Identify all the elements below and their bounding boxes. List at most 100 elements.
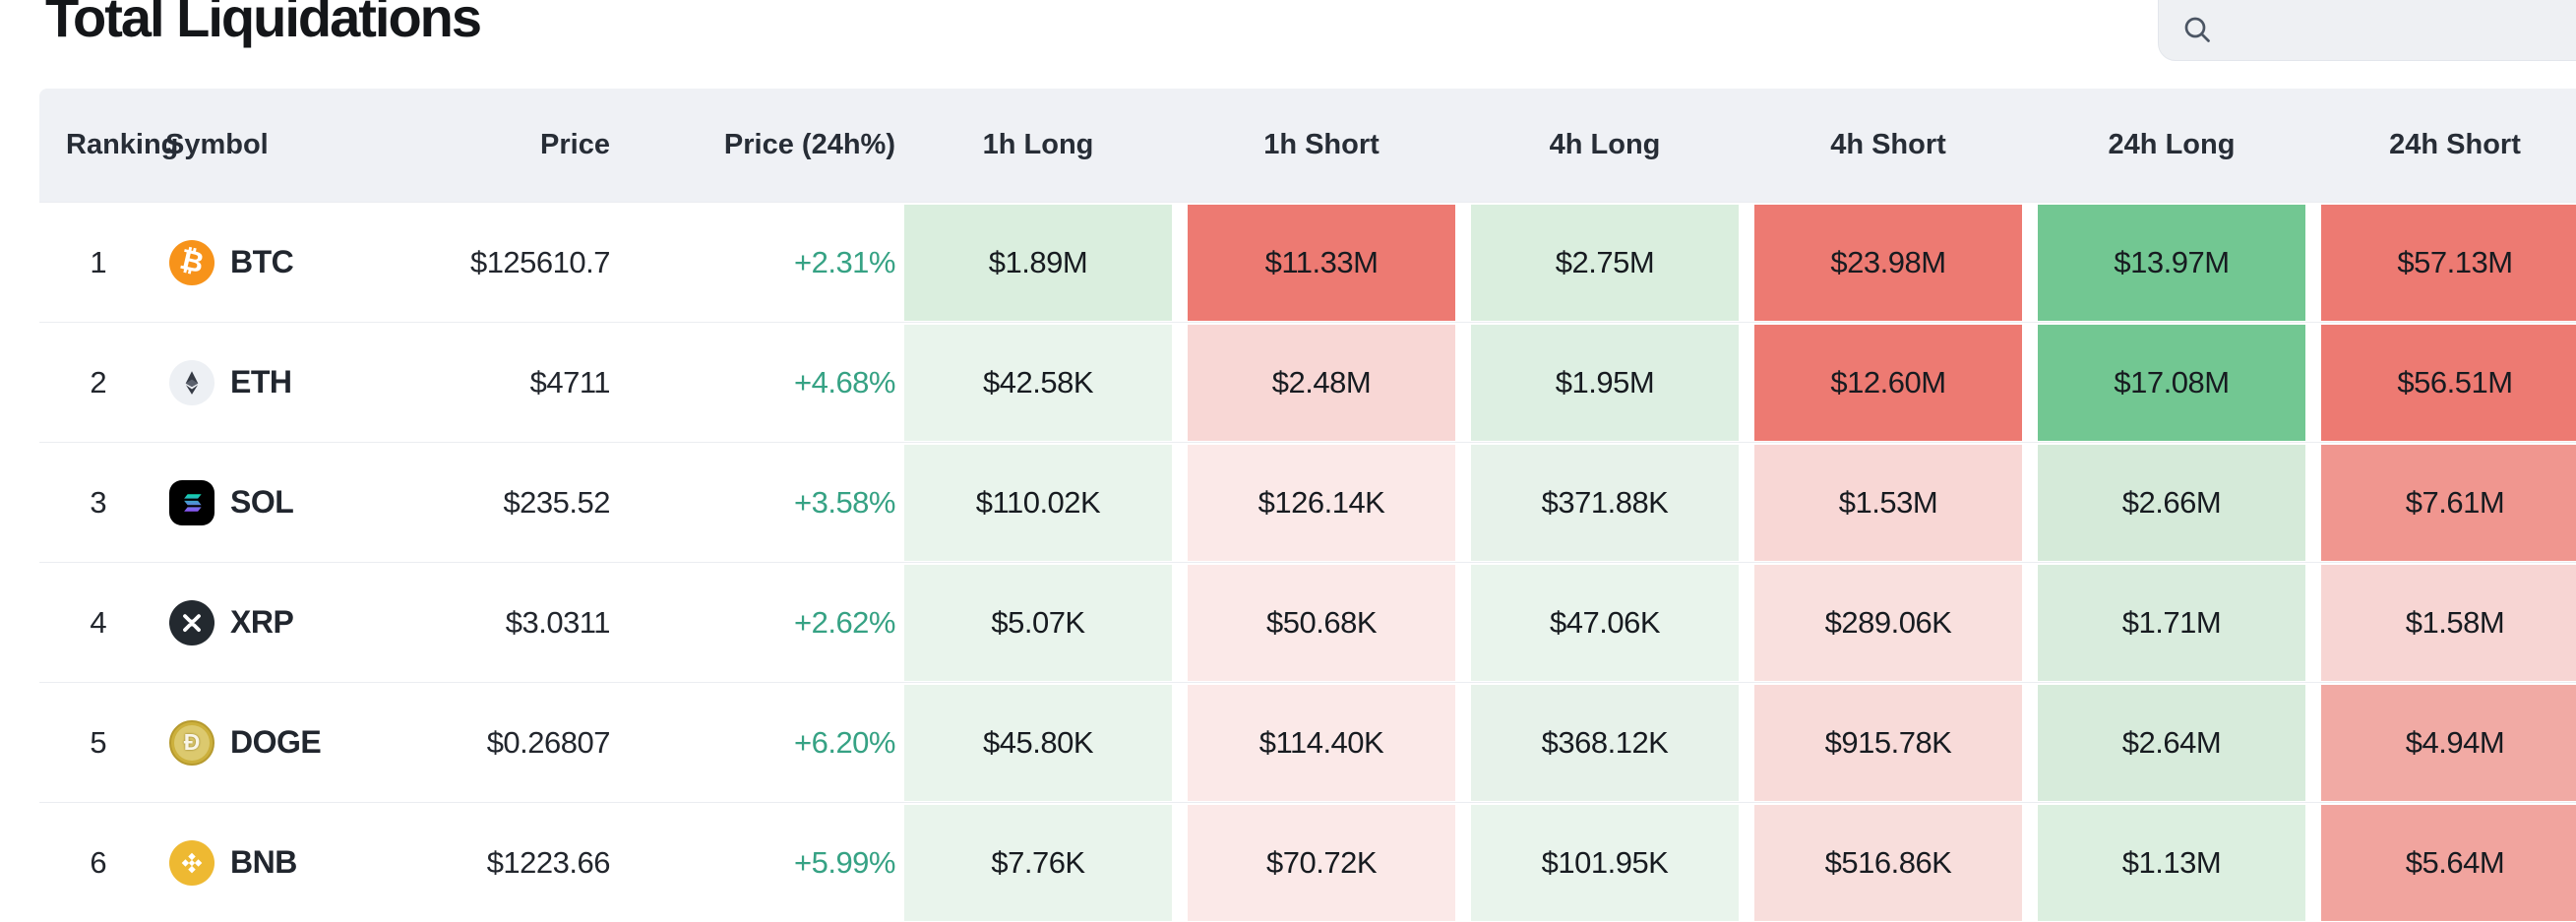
4h-short-cell: $915.78K — [1754, 683, 2038, 802]
liquidation-value: $1.58M — [2321, 565, 2576, 681]
header-col-4h-short[interactable]: 4h Short — [1830, 129, 1946, 160]
table-header-row: Ranking Symbol Price Price (24h%) 1h Long 1h … — [39, 89, 2576, 202]
sol-icon — [169, 479, 215, 525]
header-col-4h-long[interactable]: 4h Long — [1549, 129, 1661, 160]
price-cell: $0.26807 — [486, 724, 611, 760]
liquidation-value: $5.07K — [904, 565, 1172, 681]
1h-long-cell: $110.02K — [904, 443, 1188, 562]
price-change-cell: +4.68% — [793, 364, 896, 400]
1h-long-cell: $42.58K — [904, 323, 1188, 442]
liquidation-value: $1.95M — [1471, 325, 1739, 441]
table-row[interactable]: 6 BNB $1223.66 +5.99% $7.76K $70.72K $101.95K $… — [39, 802, 2576, 922]
symbol-label: BTC — [230, 244, 294, 279]
liquidation-value: $2.48M — [1188, 325, 1455, 441]
liquidation-value: $5.64M — [2321, 805, 2576, 921]
1h-short-cell: $11.33M — [1188, 203, 1471, 322]
page-title: Total Liquidations — [45, 0, 482, 48]
symbol-label: XRP — [230, 604, 294, 640]
symbol-label: ETH — [230, 364, 292, 400]
liquidation-value: $7.76K — [904, 805, 1172, 921]
liquidation-value: $1.53M — [1754, 445, 2022, 561]
liquidation-value: $13.97M — [2038, 205, 2305, 321]
24h-short-cell: $1.58M — [2321, 563, 2576, 682]
symbol-label: BNB — [230, 844, 297, 880]
symbol-cell: ₿ BTC — [157, 239, 403, 285]
rank-cell: 4 — [90, 604, 107, 640]
symbol-cell: BNB — [157, 839, 403, 886]
doge-icon: Đ — [169, 719, 215, 766]
4h-short-cell: $1.53M — [1754, 443, 2038, 562]
liquidation-value: $23.98M — [1754, 205, 2022, 321]
header-col-1h-long[interactable]: 1h Long — [982, 129, 1094, 160]
btc-icon: ₿ — [169, 239, 215, 285]
1h-short-cell: $70.72K — [1188, 803, 1471, 922]
price-cell: $1223.66 — [486, 844, 611, 880]
4h-long-cell: $1.95M — [1471, 323, 1754, 442]
1h-long-cell: $7.76K — [904, 803, 1188, 922]
header-col-price[interactable]: Price — [540, 129, 610, 160]
header-col-ranking[interactable]: Ranking — [66, 129, 179, 160]
rank-cell: 2 — [90, 364, 107, 400]
1h-long-cell: $5.07K — [904, 563, 1188, 682]
liquidation-value: $17.08M — [2038, 325, 2305, 441]
symbol-cell: Đ DOGE — [157, 719, 403, 766]
1h-long-cell: $1.89M — [904, 203, 1188, 322]
header-col-symbol[interactable]: Symbol — [165, 129, 269, 160]
24h-short-cell: $7.61M — [2321, 443, 2576, 562]
search-box[interactable] — [2158, 0, 2576, 61]
4h-long-cell: $2.75M — [1471, 203, 1754, 322]
symbol-label: DOGE — [230, 724, 322, 760]
table-row[interactable]: 5 Đ DOGE $0.26807 +6.20% $45.80K $114.40K $368.… — [39, 682, 2576, 802]
liquidation-value: $12.60M — [1754, 325, 2022, 441]
header-col-24h-short[interactable]: 24h Short — [2389, 129, 2521, 160]
symbol-cell: XRP — [157, 599, 403, 645]
search-icon — [2180, 13, 2216, 48]
liquidation-value: $4.94M — [2321, 685, 2576, 801]
1h-short-cell: $114.40K — [1188, 683, 1471, 802]
liquidation-value: $47.06K — [1471, 565, 1739, 681]
24h-long-cell: $17.08M — [2038, 323, 2321, 442]
price-change-cell: +2.31% — [793, 244, 896, 279]
1h-long-cell: $45.80K — [904, 683, 1188, 802]
rank-cell: 5 — [90, 724, 107, 760]
4h-short-cell: $516.86K — [1754, 803, 2038, 922]
4h-long-cell: $101.95K — [1471, 803, 1754, 922]
liquidation-value: $126.14K — [1188, 445, 1455, 561]
symbol-cell: ETH — [157, 359, 403, 405]
table-row[interactable]: 4 XRP $3.0311 +2.62% $5.07K $50.68K $47.06K $28… — [39, 562, 2576, 682]
search-input[interactable] — [2228, 9, 2576, 48]
1h-short-cell: $2.48M — [1188, 323, 1471, 442]
4h-long-cell: $371.88K — [1471, 443, 1754, 562]
liquidation-value: $2.64M — [2038, 685, 2305, 801]
header-col-24h-long[interactable]: 24h Long — [2108, 129, 2236, 160]
liquidation-value: $1.13M — [2038, 805, 2305, 921]
table-row[interactable]: 2 ETH $4711 +4.68% $42.58K $2.48M $1.95M $12.60… — [39, 322, 2576, 442]
xrp-icon — [169, 599, 215, 645]
24h-long-cell: $13.97M — [2038, 203, 2321, 322]
liquidation-value: $45.80K — [904, 685, 1172, 801]
price-cell: $125610.7 — [469, 244, 611, 279]
liquidation-value: $70.72K — [1188, 805, 1455, 921]
table-row[interactable]: 1 ₿ BTC $125610.7 +2.31% $1.89M $11.33M $2.75M $… — [39, 202, 2576, 322]
rank-cell: 1 — [90, 244, 107, 279]
24h-short-cell: $56.51M — [2321, 323, 2576, 442]
header-col-1h-short[interactable]: 1h Short — [1263, 129, 1380, 160]
liquidation-value: $7.61M — [2321, 445, 2576, 561]
24h-long-cell: $2.64M — [2038, 683, 2321, 802]
price-cell: $4711 — [529, 364, 611, 400]
liquidation-value: $56.51M — [2321, 325, 2576, 441]
price-cell: $3.0311 — [505, 604, 611, 640]
header-col-price-24h[interactable]: Price (24h%) — [723, 129, 895, 160]
liquidation-value: $2.75M — [1471, 205, 1739, 321]
table-row[interactable]: 3 SOL $235.52 +3.58% $110.02K $126.14K $371.88… — [39, 442, 2576, 562]
liquidation-value: $57.13M — [2321, 205, 2576, 321]
rank-cell: 3 — [90, 484, 107, 520]
liquidations-table: Ranking Symbol Price Price (24h%) 1h Long 1h … — [39, 89, 2576, 922]
24h-long-cell: $1.13M — [2038, 803, 2321, 922]
24h-short-cell: $5.64M — [2321, 803, 2576, 922]
liquidation-value: $1.71M — [2038, 565, 2305, 681]
liquidation-value: $101.95K — [1471, 805, 1739, 921]
4h-short-cell: $289.06K — [1754, 563, 2038, 682]
liquidation-value: $11.33M — [1188, 205, 1455, 321]
liquidation-value: $50.68K — [1188, 565, 1455, 681]
